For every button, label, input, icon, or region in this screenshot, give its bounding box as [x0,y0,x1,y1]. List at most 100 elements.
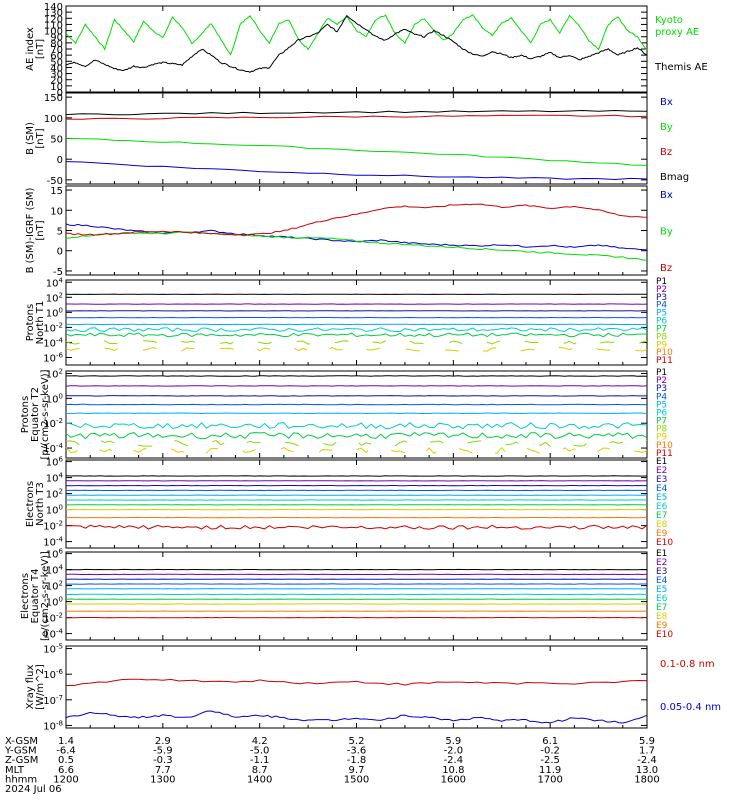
y-tick-label: 100 [44,114,63,125]
axis-row-value: -0.3 [153,755,173,766]
axis-row-value: 1700 [537,774,562,785]
legend-p1: P1 [656,277,667,287]
y-tick-label: 100 [46,392,63,405]
series-line-p4 [65,403,648,406]
panel-frame [65,645,648,729]
series-line-p7 [65,431,648,440]
y-tick-label: 150 [44,93,63,104]
y-tick-label: 100 [44,27,63,38]
legend-e8: E8 [656,520,668,530]
y-axis-label: B (SM) [25,122,36,155]
axis-row-value: 1300 [150,774,175,785]
y-tick-label: 104 [46,472,64,485]
legend-p3: P3 [656,293,667,303]
series-line-p8 [65,340,648,345]
series-line-themis-ae [65,14,648,73]
series-line-p1 [66,375,648,377]
y-axis-label: North T3 [35,482,46,526]
axis-row-label: hhmm [5,774,37,785]
legend-e8: E8 [656,612,668,622]
legend-kyoto-proxy-ae: Kyoto [655,15,683,26]
y-axis-label: Equator T4 [30,569,41,624]
legend-bmag: Bmag [660,172,689,183]
legend-p10: P10 [656,441,673,451]
panel-3: -5 0 5 10 15 B (SM)-IGRF (SM) [nT] Bx By Bz [25,185,673,278]
legend-e7: E7 [656,603,667,613]
axis-row-value: 8.7 [252,765,268,776]
axis-row-value: 5.9 [639,736,655,747]
axis-row-value: -2.4 [637,755,657,766]
legend-xray-long: 0.1-0.8 nm [660,659,715,670]
axis-row-value: -5.0 [250,746,270,757]
legend-e2: E2 [656,558,667,568]
axis-row-value: 2.9 [155,736,171,747]
legend-p2: P2 [656,285,667,295]
axis-row-value: -2.5 [540,755,560,766]
y-tick-label: 0 [57,88,63,99]
y-axis-label: Electrons [20,573,31,619]
y-axis-label: North T1 [35,301,46,345]
legend-bx: Bx [660,97,673,108]
legend-e1: E1 [656,549,667,559]
series-line-bx [65,161,648,181]
y-tick-label: 10-6 [43,351,63,364]
series-line-by [65,231,648,261]
axis-row-value: 1.4 [58,736,74,747]
legend-p9: P9 [656,340,667,350]
series-line-bz [65,203,648,236]
axis-row-value: -2.0 [444,746,464,757]
axis-row-value: -5.9 [153,746,173,757]
y-tick-label: 0 [57,247,63,258]
axis-row-value: 1400 [247,774,272,785]
y-tick-label: 10-4 [43,442,63,455]
axis-row-value: 13.0 [636,765,658,776]
y-axis-label: [nT] [35,220,46,240]
y-tick-label: 70 [50,45,63,56]
y-tick-label: 30 [50,70,63,81]
y-tick-label: 106 [46,456,64,469]
panel-8: Xray flux [W/m^2] 0.1-0.8 nm 0.05-0.4 nm [25,645,721,729]
legend-kyoto-proxy-ae: proxy AE [655,27,699,38]
axis-row-value: 1.7 [639,746,655,757]
axis-row-value: 1800 [634,774,659,785]
legend-p2: P2 [656,376,667,386]
y-tick-label: 10-6 [43,668,63,681]
y-tick-label: 110 [44,20,63,31]
legend-p7: P7 [656,417,667,427]
panel-2: -50 0 50 100 150 B (SM) [nT] Bx By Bz Bmag [25,92,689,187]
y-tick-label: 140 [44,2,63,13]
y-axis-label: AE index [25,27,36,71]
series-line-0-1-0-8-nm [66,678,648,686]
series-line-by [65,137,648,166]
axis-row-value: -0.2 [540,746,560,757]
axis-row-value: -2.4 [444,755,464,766]
y-tick-label: 104 [46,276,64,289]
series-line-p9 [65,446,648,455]
series-line-bx [65,223,648,251]
legend-e1: E1 [656,457,667,467]
legend-themis-ae: Themis AE [654,62,708,73]
y-tick-label: 10-5 [43,643,63,656]
y-tick-label: 10-2 [43,520,63,533]
panel-frame [65,279,648,366]
y-tick-label: 10-2 [43,321,63,334]
y-tick-label: -5 [53,267,63,278]
series-line-p8 [65,439,648,447]
y-tick-label: 20 [50,76,63,87]
axis-row-value: 10.8 [442,765,464,776]
panel-7: Electrons Equator T4 [e/(cm2-s-sr-keV)] E1E… [20,549,673,641]
y-tick-label: 120 [44,14,63,25]
legend-p4: P4 [656,301,667,311]
axis-date: 2024 Jul 06 [5,784,62,795]
axis-row-value: 1200 [53,774,78,785]
axis-row-value: 4.2 [252,736,268,747]
panel-frame [65,370,648,459]
legend-bx: Bx [660,190,673,201]
legend-e3: E3 [656,567,667,577]
y-axis-label: Protons [25,304,36,341]
axis-row-value: 6.6 [58,765,74,776]
series-line-p5 [66,412,648,415]
y-tick-label: 60 [50,51,63,62]
